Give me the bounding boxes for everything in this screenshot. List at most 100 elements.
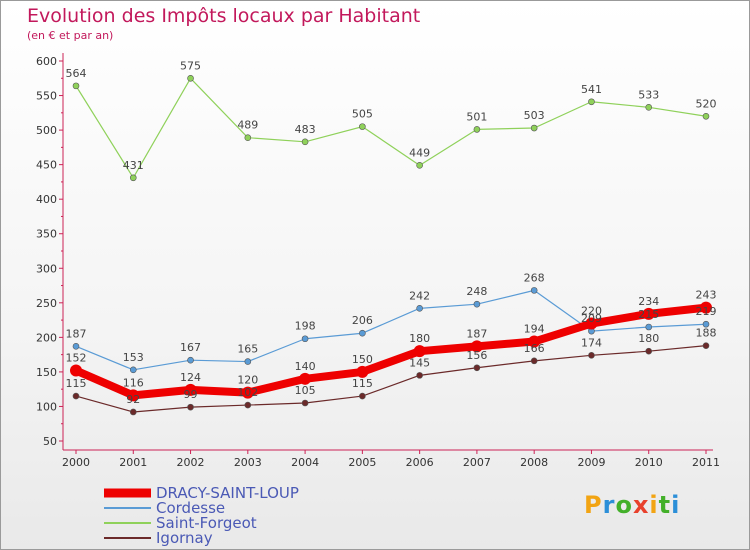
- legend-label: Igornay: [156, 529, 213, 547]
- data-point: [530, 287, 538, 294]
- data-label: 242: [409, 289, 430, 302]
- data-label: 431: [123, 159, 144, 172]
- data-point: [72, 343, 80, 350]
- data-label: 152: [66, 352, 87, 365]
- logo-letter: x: [632, 491, 650, 519]
- data-point: [702, 112, 710, 120]
- data-point: [585, 317, 598, 330]
- data-point: [299, 372, 312, 385]
- data-point: [473, 126, 481, 133]
- data-label: 165: [237, 343, 258, 356]
- data-label: 489: [237, 119, 258, 132]
- proxiti-logo: Proxiti: [584, 491, 680, 519]
- logo-letter: i: [649, 491, 659, 519]
- data-point: [588, 98, 595, 106]
- data-label: 194: [524, 323, 545, 336]
- data-label: 564: [66, 67, 87, 80]
- data-point: [645, 347, 653, 355]
- x-tick-label: 2002: [177, 456, 205, 469]
- data-point: [416, 372, 423, 379]
- data-point: [356, 365, 369, 378]
- data-label: 219: [696, 305, 717, 318]
- data-label: 541: [581, 83, 602, 96]
- data-point: [702, 342, 710, 349]
- chart-subtitle: (en € et par an): [27, 29, 114, 42]
- data-point: [70, 364, 82, 377]
- data-point: [530, 124, 538, 132]
- logo-letter: o: [615, 491, 633, 519]
- logo-letter: i: [671, 491, 681, 519]
- data-label: 167: [180, 341, 201, 354]
- data-point: [72, 392, 80, 400]
- x-tick-label: 2007: [463, 456, 491, 469]
- data-label: 150: [352, 353, 373, 366]
- series-line-dracy-saint-loup: [72, 303, 710, 400]
- data-label: 140: [295, 360, 316, 373]
- data-point: [642, 307, 655, 320]
- y-tick-label: 400: [36, 193, 57, 206]
- legend-label: Cordesse: [156, 499, 225, 517]
- data-label: 188: [696, 327, 717, 340]
- data-point: [645, 103, 653, 111]
- logo-letter: r: [602, 491, 616, 519]
- legend-label: DRACY-SAINT-LOUP: [156, 484, 299, 502]
- data-point: [645, 323, 653, 331]
- data-point: [530, 357, 538, 365]
- data-label: 120: [237, 374, 258, 387]
- series-line-igornay: [75, 345, 707, 413]
- data-label: 449: [409, 146, 430, 159]
- x-tick-label: 2004: [291, 456, 319, 469]
- y-tick-label: 350: [36, 228, 57, 241]
- data-point: [700, 301, 712, 314]
- y-tick-label: 450: [36, 159, 57, 172]
- data-label: 187: [466, 327, 487, 340]
- data-label: 268: [524, 271, 545, 284]
- data-point: [184, 383, 197, 396]
- data-point: [359, 392, 366, 400]
- data-label: 99: [184, 388, 198, 401]
- series-line-saint-forgeot: [75, 77, 707, 179]
- legend-label: Saint-Forgeot: [156, 514, 257, 532]
- data-point: [702, 320, 710, 328]
- data-label: 115: [66, 377, 87, 390]
- data-point: [129, 366, 137, 374]
- data-point: [244, 358, 252, 365]
- y-tick-label: 300: [36, 262, 57, 275]
- data-label: 92: [126, 393, 140, 406]
- logo-letter: t: [658, 491, 672, 519]
- data-label: 105: [295, 384, 316, 397]
- y-tick-label: 200: [36, 331, 57, 344]
- data-label: 145: [409, 356, 430, 369]
- x-tick-label: 2009: [577, 456, 605, 469]
- x-tick-label: 2010: [635, 456, 663, 469]
- data-label: 166: [524, 342, 545, 355]
- data-point: [129, 408, 137, 416]
- data-point: [127, 389, 140, 402]
- data-label: 174: [581, 336, 602, 349]
- data-label: 243: [696, 289, 717, 302]
- data-label: 501: [466, 110, 487, 123]
- y-tick-label: 250: [36, 297, 57, 310]
- x-tick-label: 2008: [520, 456, 548, 469]
- data-point: [470, 340, 483, 353]
- data-point: [528, 335, 541, 348]
- data-label: 156: [466, 349, 487, 362]
- data-label: 180: [638, 332, 659, 345]
- data-label: 505: [352, 108, 373, 121]
- data-point: [416, 162, 423, 169]
- data-label: 209: [581, 312, 602, 325]
- data-label: 180: [409, 332, 430, 345]
- data-label: 483: [295, 123, 316, 136]
- data-label: 187: [66, 327, 87, 340]
- data-point: [244, 134, 252, 141]
- data-label: 220: [581, 305, 602, 318]
- data-point: [301, 335, 309, 343]
- x-tick-label: 2006: [406, 456, 434, 469]
- y-tick-label: 600: [36, 55, 57, 68]
- data-label: 248: [466, 285, 487, 298]
- y-tick-label: 100: [36, 400, 57, 413]
- data-point: [301, 138, 309, 146]
- x-tick-label: 2001: [119, 456, 147, 469]
